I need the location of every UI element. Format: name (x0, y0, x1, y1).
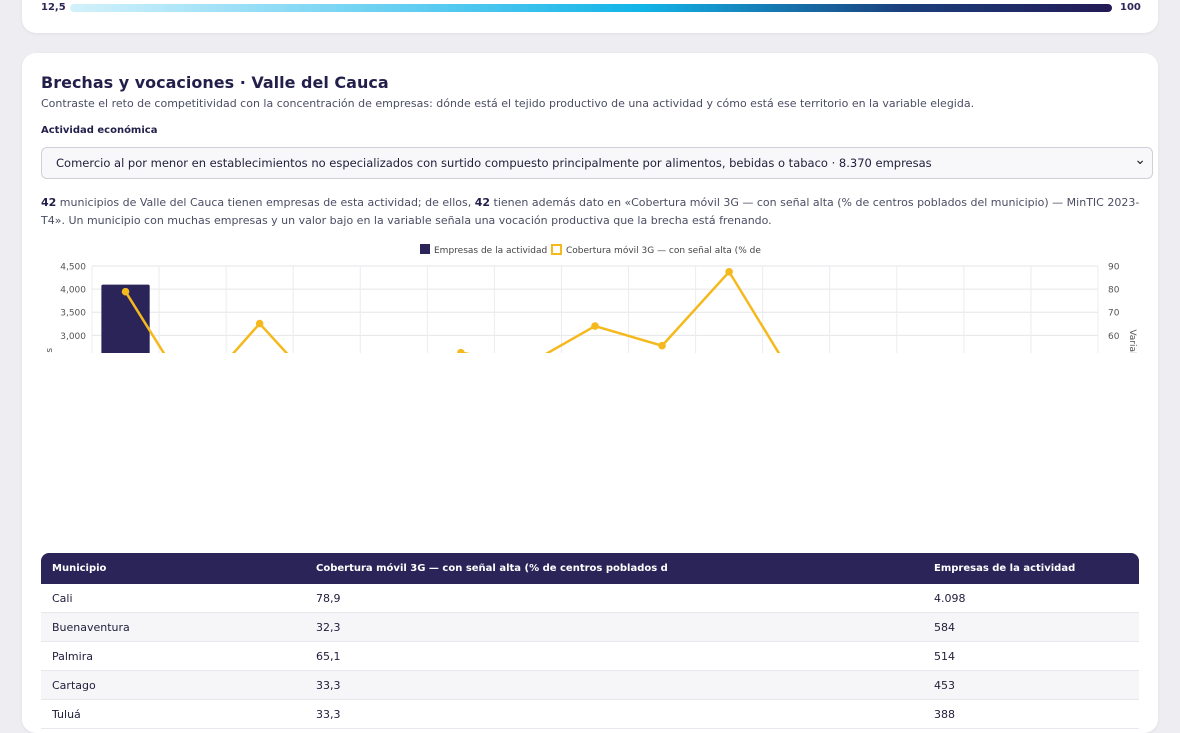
table-cell: 388 (923, 699, 1139, 729)
summary-text-2: tienen además dato en «Cobertura móvil 3… (41, 196, 1140, 227)
section-subtitle: Contraste el reto de competitividad con … (41, 97, 975, 110)
line-point (591, 322, 599, 330)
table-row: Cali 78,9 4.098 (41, 584, 1139, 613)
data-table: Municipio Cobertura móvil 3G — con señal … (41, 553, 1139, 729)
y-right-tick-label: 60 (1108, 332, 1120, 342)
table-cell: 4.098 (923, 584, 1139, 613)
combo-chart: 05001,0001,5002,0002,5003,0003,5004,0004… (45, 244, 1137, 353)
legend-label-line: Cobertura móvil 3G — con señal alta (% d… (566, 245, 761, 256)
y-right-tick-label: 80 (1108, 286, 1120, 296)
table-header-cell[interactable]: Cobertura móvil 3G — con señal alta (% d… (305, 553, 923, 584)
table-cell: 33,3 (305, 670, 923, 700)
table-row: Tuluá 33,3 388 (41, 699, 1139, 729)
y-right-axis-title: Variable territorial (1127, 329, 1137, 353)
con-dato-count: 42 (474, 196, 491, 209)
table-cell: 32,3 (305, 612, 923, 642)
table-row: Palmira 65,1 514 (41, 641, 1139, 671)
legend-swatch-bars (420, 244, 430, 254)
line-point (255, 319, 264, 328)
table-cell: Tuluá (41, 699, 305, 729)
activity-select-label: Actividad económica (41, 125, 158, 136)
scale-max-label: 100 (1120, 2, 1141, 13)
table-cell: Cali (41, 584, 305, 613)
color-scale-bar (70, 4, 1112, 12)
table-row: Buenaventura 32,3 584 (41, 612, 1139, 642)
summary-text-1: municipios de Valle del Cauca tienen emp… (56, 196, 475, 209)
table-cell: 78,9 (305, 584, 923, 613)
bar (101, 284, 150, 353)
table-cell: Cartago (41, 670, 305, 700)
section-title: Brechas y vocaciones · Valle del Cauca (41, 73, 389, 92)
y-left-tick-label: 3,500 (60, 309, 86, 319)
table-cell: 33,3 (305, 699, 923, 729)
table-cell: 65,1 (305, 641, 923, 671)
line-point (121, 287, 130, 296)
table-cell: 514 (923, 641, 1139, 671)
activity-select-value: Comercio al por menor en establecimiento… (56, 156, 932, 170)
table-header-cell[interactable]: Empresas de la actividad (923, 553, 1139, 584)
y-right-tick-label: 70 (1108, 309, 1120, 319)
table-header-cell[interactable]: Municipio (41, 553, 305, 584)
y-left-axis-title: Empresas (45, 348, 55, 353)
brechas-card: Brechas y vocaciones · Valle del Cauca C… (22, 53, 1158, 733)
y-left-tick-label: 4,000 (60, 286, 86, 296)
y-right-tick-label: 90 (1108, 263, 1120, 273)
table-cell: 584 (923, 612, 1139, 642)
line-point (457, 348, 465, 353)
line-point (725, 267, 733, 276)
summary-text: 42 municipios de Valle del Cauca tienen … (41, 194, 1141, 230)
chevron-down-icon: ⌄ (1134, 152, 1146, 168)
table-cell: 453 (923, 670, 1139, 700)
table-row: Cartago 33,3 453 (41, 670, 1139, 700)
table-cell: Buenaventura (41, 612, 305, 642)
legend-label-bars: Empresas de la actividad (434, 246, 547, 256)
table-header-row: Municipio Cobertura móvil 3G — con señal … (41, 553, 1139, 584)
table-cell: Palmira (41, 641, 305, 671)
scale-min-label: 12,5 (41, 2, 66, 13)
activity-select[interactable]: Comercio al por menor en establecimiento… (41, 147, 1153, 179)
color-scale-card: 12,5 100 (22, 0, 1158, 33)
line-point (658, 341, 666, 350)
y-left-tick-label: 4,500 (60, 263, 86, 273)
legend-swatch-line (551, 244, 562, 255)
municipios-count: 42 (41, 196, 57, 209)
y-left-tick-label: 3,000 (60, 332, 86, 342)
